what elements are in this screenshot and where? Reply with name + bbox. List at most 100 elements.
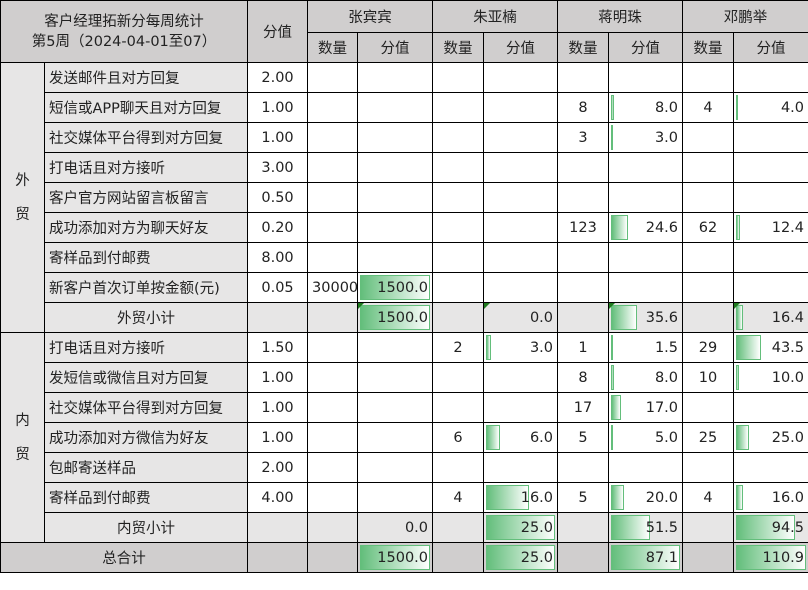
score-cell[interactable]: [357, 92, 434, 123]
score-cell[interactable]: 24.6: [608, 212, 684, 243]
subtotal-qty-cell[interactable]: [557, 512, 610, 543]
item-cell[interactable]: 成功添加对方微信为好友: [43, 422, 249, 453]
score-cell[interactable]: 16.0: [733, 482, 808, 513]
qty-cell[interactable]: 17: [557, 392, 610, 423]
total-weight-cell[interactable]: [247, 542, 309, 573]
category-cell[interactable]: 内贸: [0, 332, 45, 543]
score-cell[interactable]: [483, 212, 559, 243]
subtotal-label[interactable]: 外贸小计: [43, 302, 249, 333]
subtotal-weight-cell[interactable]: [247, 302, 309, 333]
subtotal-qty-cell[interactable]: [432, 512, 485, 543]
score-cell[interactable]: 12.4: [733, 212, 808, 243]
score-header[interactable]: 分值: [608, 32, 684, 63]
score-cell[interactable]: [357, 62, 434, 93]
qty-cell[interactable]: [432, 182, 485, 213]
person-header[interactable]: 蒋明珠: [557, 0, 684, 33]
qty-header[interactable]: 数量: [682, 32, 735, 63]
qty-cell[interactable]: 6: [432, 422, 485, 453]
subtotal-score-cell[interactable]: 1500.0: [357, 302, 434, 333]
score-cell[interactable]: 6.0: [483, 422, 559, 453]
score-cell[interactable]: 43.5: [733, 332, 808, 363]
qty-cell[interactable]: [307, 362, 359, 393]
total-score-cell[interactable]: 87.1: [608, 542, 684, 573]
person-header[interactable]: 张宾宾: [307, 0, 434, 33]
weight-cell[interactable]: 8.00: [247, 242, 309, 273]
score-cell[interactable]: 25.0: [733, 422, 808, 453]
qty-cell[interactable]: [432, 122, 485, 153]
score-cell[interactable]: [733, 122, 808, 153]
score-cell[interactable]: [357, 482, 434, 513]
qty-cell[interactable]: [682, 242, 735, 273]
qty-cell[interactable]: [682, 122, 735, 153]
score-cell[interactable]: [608, 452, 684, 483]
score-cell[interactable]: [733, 242, 808, 273]
qty-cell[interactable]: 3: [557, 122, 610, 153]
item-cell[interactable]: 社交媒体平台得到对方回复: [43, 392, 249, 423]
weight-cell[interactable]: 1.50: [247, 332, 309, 363]
item-cell[interactable]: 新客户首次订单按金额(元): [43, 272, 249, 303]
qty-cell[interactable]: [432, 392, 485, 423]
total-score-cell[interactable]: 1500.0: [357, 542, 434, 573]
subtotal-weight-cell[interactable]: [247, 512, 309, 543]
qty-cell[interactable]: [432, 362, 485, 393]
qty-cell[interactable]: 5: [557, 422, 610, 453]
score-cell[interactable]: 1.5: [608, 332, 684, 363]
qty-cell[interactable]: [307, 332, 359, 363]
score-cell[interactable]: 20.0: [608, 482, 684, 513]
qty-cell[interactable]: [682, 152, 735, 183]
qty-cell[interactable]: 4: [682, 482, 735, 513]
score-cell[interactable]: [608, 182, 684, 213]
score-cell[interactable]: [733, 62, 808, 93]
score-cell[interactable]: [357, 422, 434, 453]
item-cell[interactable]: 短信或APP聊天且对方回复: [43, 92, 249, 123]
qty-cell[interactable]: 4: [682, 92, 735, 123]
subtotal-qty-cell[interactable]: [307, 512, 359, 543]
item-cell[interactable]: 客户官方网站留言板留言: [43, 182, 249, 213]
qty-cell[interactable]: [557, 182, 610, 213]
score-cell[interactable]: [733, 272, 808, 303]
score-cell[interactable]: [357, 212, 434, 243]
score-cell[interactable]: [357, 392, 434, 423]
weight-cell[interactable]: 1.00: [247, 92, 309, 123]
weight-cell[interactable]: 3.00: [247, 152, 309, 183]
qty-cell[interactable]: [682, 272, 735, 303]
person-header[interactable]: 邓鹏举: [682, 0, 808, 33]
score-cell[interactable]: [483, 152, 559, 183]
person-header[interactable]: 朱亚楠: [432, 0, 559, 33]
qty-cell[interactable]: 123: [557, 212, 610, 243]
score-cell[interactable]: [483, 452, 559, 483]
subtotal-qty-cell[interactable]: [307, 302, 359, 333]
total-score-cell[interactable]: 25.0: [483, 542, 559, 573]
qty-cell[interactable]: [307, 92, 359, 123]
qty-cell[interactable]: [432, 452, 485, 483]
weight-cell[interactable]: 0.20: [247, 212, 309, 243]
qty-cell[interactable]: [307, 152, 359, 183]
qty-cell[interactable]: [682, 392, 735, 423]
item-cell[interactable]: 发短信或微信且对方回复: [43, 362, 249, 393]
score-header[interactable]: 分值: [483, 32, 559, 63]
score-cell[interactable]: [483, 182, 559, 213]
qty-cell[interactable]: [557, 272, 610, 303]
score-cell[interactable]: [357, 362, 434, 393]
score-cell[interactable]: [483, 362, 559, 393]
qty-cell[interactable]: [307, 242, 359, 273]
qty-cell[interactable]: [307, 452, 359, 483]
score-cell[interactable]: 17.0: [608, 392, 684, 423]
qty-cell[interactable]: [432, 242, 485, 273]
subtotal-qty-cell[interactable]: [432, 302, 485, 333]
score-cell[interactable]: [733, 392, 808, 423]
weight-cell[interactable]: 1.00: [247, 362, 309, 393]
qty-cell[interactable]: [682, 182, 735, 213]
score-cell[interactable]: [608, 242, 684, 273]
score-cell[interactable]: 8.0: [608, 92, 684, 123]
qty-cell[interactable]: 25: [682, 422, 735, 453]
subtotal-score-cell[interactable]: 35.6: [608, 302, 684, 333]
score-cell[interactable]: [483, 392, 559, 423]
score-cell[interactable]: 3.0: [483, 332, 559, 363]
score-cell[interactable]: [357, 452, 434, 483]
subtotal-label[interactable]: 内贸小计: [43, 512, 249, 543]
qty-cell[interactable]: 29: [682, 332, 735, 363]
qty-cell[interactable]: [432, 92, 485, 123]
qty-cell[interactable]: 8: [557, 92, 610, 123]
qty-cell[interactable]: 30000: [307, 272, 359, 303]
